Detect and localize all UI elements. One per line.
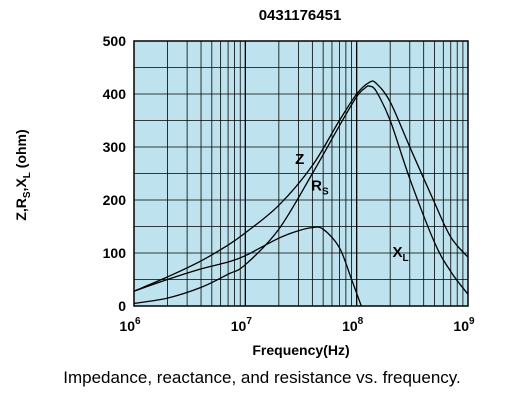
y-tick-labels: 0 100 200 300 400 500 <box>103 33 127 314</box>
series-label-rs: RS <box>311 177 329 197</box>
series-line-z <box>133 80 469 292</box>
x-tick-label: 107 <box>231 316 253 334</box>
series-line-xl <box>133 226 362 307</box>
y-tick-label: 100 <box>103 245 127 261</box>
series-label-xl: XL <box>393 244 409 264</box>
y-tick-label: 200 <box>103 192 127 208</box>
plot-frame <box>133 40 469 307</box>
series-labels: Z RS XL <box>295 151 409 264</box>
series-line-rs <box>133 85 469 305</box>
x-axis-label: Frequency(Hz) <box>252 342 349 358</box>
y-tick-label: 300 <box>103 139 127 155</box>
series-label-z: Z <box>295 151 304 168</box>
y-tick-label: 0 <box>118 298 126 314</box>
grid <box>134 41 468 306</box>
figure-caption: Impedance, reactance, and resistance vs.… <box>63 368 461 387</box>
x-tick-labels: 106 107 108 109 <box>119 316 475 334</box>
chart-title: 0431176451 <box>259 7 342 24</box>
y-axis-label: Z,RS,XL (ohm) <box>13 129 33 220</box>
y-tick-label: 500 <box>103 33 127 49</box>
x-tick-label: 108 <box>342 316 364 334</box>
x-tick-label: 109 <box>453 316 475 334</box>
x-tick-label: 106 <box>119 316 141 334</box>
y-tick-label: 400 <box>103 86 127 102</box>
series-layer <box>133 80 469 307</box>
